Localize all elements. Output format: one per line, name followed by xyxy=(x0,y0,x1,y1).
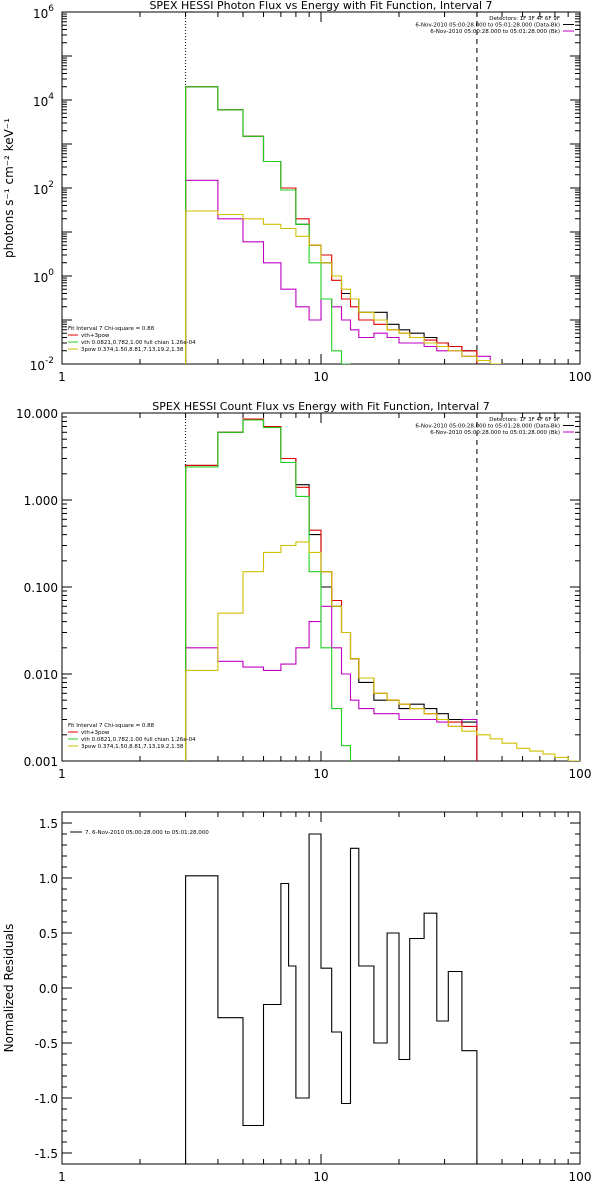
chart-panel-1: SPEX HESSI Photon Flux vs Energy with Fi… xyxy=(2,0,591,384)
y-tick-base: 10 xyxy=(33,183,48,197)
x-tick-label: 100 xyxy=(569,1170,592,1184)
chart-panel-3: 1 10 100 -1.5 -1.0 -0.5 0.0 0.5 1.0 1.5 Normalized… xyxy=(2,811,592,1184)
y-tick-label: 0.010 xyxy=(24,668,58,682)
legend-entry: vth 0.0821,0.782,1.00 full chian 1.26e-0… xyxy=(81,340,196,346)
y-axis-label: photons s⁻¹ cm⁻² keV⁻¹ xyxy=(2,118,16,258)
legend-topright-text: Detectors: 1F 3F 4F 6F 9F xyxy=(489,16,560,22)
y-tick-base: 10 xyxy=(33,271,48,285)
series-4-line xyxy=(185,419,352,761)
chart-title: SPEX HESSI Count Flux vs Energy with Fit… xyxy=(152,400,489,413)
y-tick-label: 0.0 xyxy=(39,982,58,996)
legend-header: Fit Interval 7 Chi-square = 0.88 xyxy=(68,723,155,729)
y-tick-label: 10-2 xyxy=(30,356,54,373)
series-2-line xyxy=(185,179,491,364)
y-tick-exponent: 0 xyxy=(48,268,54,278)
x-tick-label: 100 xyxy=(569,370,592,384)
series-5-line xyxy=(185,210,518,364)
y-tick-label: 10.000 xyxy=(16,407,58,421)
y-tick-label: 0.100 xyxy=(24,581,58,595)
y-axis-label: Normalized Residuals xyxy=(2,924,16,1053)
series-1-line xyxy=(185,833,478,1164)
legend-topright-text: 6-Nov-2010 05:00:28.000 to 05:01:28.000 … xyxy=(430,430,560,436)
x-tick-label: 10 xyxy=(313,1170,328,1184)
y-tick-label: 104 xyxy=(33,92,54,109)
y-tick-label: 1.000 xyxy=(24,494,58,508)
y-tick-exponent: 6 xyxy=(48,4,54,14)
y-tick-exponent: 4 xyxy=(48,92,54,102)
legend-entry: vth+3pow xyxy=(81,730,110,736)
y-tick-label: 1.0 xyxy=(39,872,58,886)
x-tick-label: 10 xyxy=(313,767,328,781)
y-tick-label: 1.5 xyxy=(39,817,58,831)
legend-entry: vth+3pow xyxy=(81,333,110,339)
y-tick-label: 100 xyxy=(33,268,54,285)
y-tick-exponent: -2 xyxy=(45,356,54,366)
x-tick-label: 1 xyxy=(58,767,66,781)
legend-topright-text: Detectors: 1F 3F 4F 6F 9F xyxy=(489,417,560,423)
series-4-line xyxy=(185,86,351,364)
series-5-line xyxy=(185,541,580,761)
y-tick-label: 102 xyxy=(33,180,54,197)
x-tick-label: 1 xyxy=(58,1170,66,1184)
legend-entry: 3pow 0.374,1.50,8.81,7.13,19.2,1.38 xyxy=(81,347,184,353)
y-tick-base: 10 xyxy=(30,359,45,373)
x-tick-label: 10 xyxy=(313,370,328,384)
legend-header: Fit Interval 7 Chi-square = 0.88 xyxy=(68,326,155,332)
legend-entry: 3pow 0.374,1.50,8.81,7.13,19.2,1.38 xyxy=(81,744,184,750)
y-tick-base: 10 xyxy=(33,7,48,21)
y-tick-exponent: 2 xyxy=(48,180,54,190)
x-tick-label: 1 xyxy=(58,370,66,384)
y-tick-base: 10 xyxy=(33,95,48,109)
legend-topright-text: 6-Nov-2010 05:00:28.000 to 05:01:28.000 … xyxy=(415,23,560,29)
chart-panel-2: SPEX HESSI Count Flux vs Energy with Fit… xyxy=(16,400,591,781)
y-tick-label: -0.5 xyxy=(35,1037,58,1051)
y-tick-label: 106 xyxy=(33,4,54,21)
legend-topright-text: 6-Nov-2010 05:00:28.000 to 05:01:28.000 … xyxy=(415,424,560,430)
y-tick-label: 0.001 xyxy=(24,755,58,769)
x-tick-label: 100 xyxy=(569,767,592,781)
y-tick-label: -1.5 xyxy=(35,1147,58,1161)
legend-entry: vth 0.0821,0.782,1.00 full chian 1.26e-0… xyxy=(81,737,196,743)
chart-title: SPEX HESSI Photon Flux vs Energy with Fi… xyxy=(149,0,492,12)
legend-entry: 7. 6-Nov-2010 05:00:28.000 to 05:01:28.0… xyxy=(85,830,209,836)
y-tick-label: -1.0 xyxy=(35,1092,58,1106)
y-tick-label: 0.5 xyxy=(39,927,58,941)
legend-topright-text: 6-Nov-2010 05:00:28.000 to 05:01:28.000 … xyxy=(430,29,560,35)
series-2-line xyxy=(185,605,478,761)
